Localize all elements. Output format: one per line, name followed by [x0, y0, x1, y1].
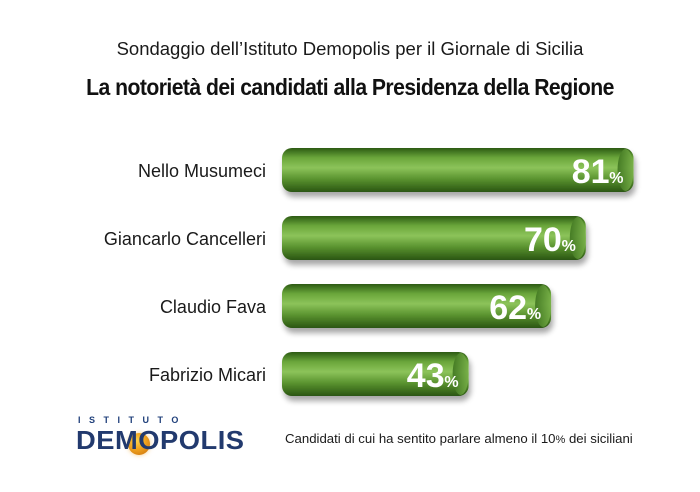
category-label: Fabrizio Micari	[149, 365, 266, 385]
bar-value-label: 43	[407, 357, 445, 395]
bar	[282, 284, 552, 328]
bar-value-label: 62	[489, 289, 527, 327]
bar	[282, 148, 634, 192]
logo-sun-icon	[128, 433, 150, 455]
logo-wordmark: DEMOPOLIS	[76, 425, 245, 455]
bar-end-cap	[569, 217, 586, 259]
bar-end-cap	[452, 353, 469, 395]
category-label: Giancarlo Cancelleri	[104, 229, 266, 249]
logo-istituto-text: ISTITUTO	[78, 415, 187, 425]
category-label: Claudio Fava	[160, 297, 267, 317]
bar-value-label: 70	[524, 221, 562, 259]
bar-unit-label: %	[562, 238, 576, 255]
bar	[282, 216, 586, 260]
bar-group: Fabrizio Micari 43%	[149, 352, 469, 396]
bar-chart: Nello Musumeci 81 % Giancarlo Cancelleri 70%…	[104, 148, 634, 396]
footer-note-pct: %	[555, 434, 566, 446]
bar-group: Giancarlo Cancelleri 70%	[104, 216, 586, 260]
footer-note-text: Candidati di cui ha sentito parlare alme…	[285, 431, 556, 446]
bar-group: Claudio Fava 62%	[160, 284, 552, 328]
footer-note-end: dei siciliani	[565, 431, 633, 446]
footer-note: Candidati di cui ha sentito parlare alme…	[285, 431, 633, 446]
bar-end-cap	[535, 285, 552, 327]
chart-title: La notorietà dei candidati alla Presiden…	[86, 74, 614, 100]
bar-unit-label: %	[609, 170, 623, 187]
bar-value-label: 81	[572, 153, 610, 191]
category-label: Nello Musumeci	[138, 161, 266, 181]
bar-end-cap	[617, 149, 634, 191]
demopolis-logo: ISTITUTO DEMOPOLIS	[76, 415, 266, 455]
bar-unit-label: %	[527, 306, 541, 323]
bar-group: Nello Musumeci 81%	[138, 148, 634, 192]
bar	[282, 352, 469, 396]
chart-subtitle: Sondaggio dell’Istituto Demopolis per il…	[116, 38, 584, 59]
bar-unit-label: %	[444, 374, 458, 391]
